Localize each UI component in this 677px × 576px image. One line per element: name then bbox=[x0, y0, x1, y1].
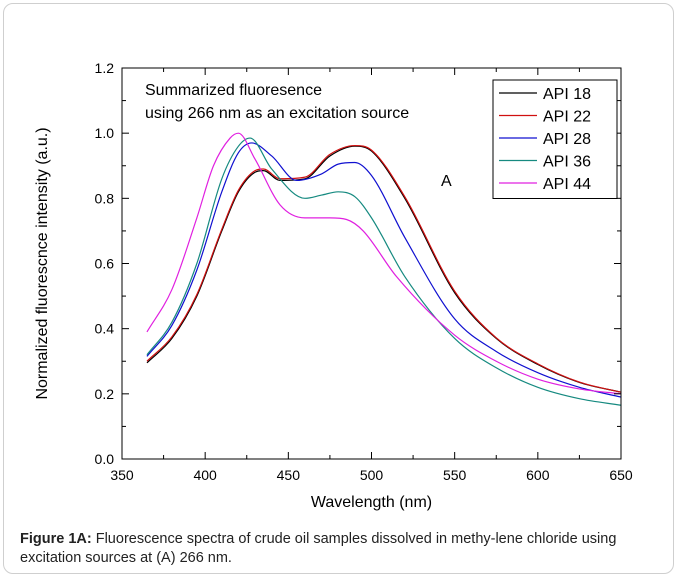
x-tick-label: 500 bbox=[360, 467, 384, 483]
axes-group: 350 400 450 500 550 600 650 0.0 0.2 0.4 0.6 0.8 1.0 1… bbox=[95, 60, 633, 483]
y-tick-label: 0.6 bbox=[95, 256, 115, 272]
x-tick-label: 600 bbox=[526, 467, 550, 483]
legend-label: API 22 bbox=[543, 109, 591, 126]
y-tick-label: 0.2 bbox=[95, 386, 115, 402]
panel-letter: A bbox=[441, 173, 452, 190]
spectra-chart: 350 400 450 500 550 600 650 0.0 0.2 0.4 0.6 0.8 1.0 1… bbox=[34, 60, 633, 511]
series-line-api-22 bbox=[146, 144, 622, 393]
y-tick-label: 0.0 bbox=[95, 451, 115, 467]
x-tick-label: 450 bbox=[277, 467, 301, 483]
legend-box bbox=[492, 79, 618, 199]
y-tick-label: 0.8 bbox=[95, 190, 115, 206]
legend-label: API 44 bbox=[543, 176, 591, 193]
series-line-api-36 bbox=[146, 137, 622, 406]
figure-caption: Figure 1A: Fluorescence spectra of crude… bbox=[20, 530, 660, 568]
series-line-api-28 bbox=[146, 142, 622, 398]
y-tick-label: 0.4 bbox=[95, 321, 115, 337]
y-axis-label: Normalized fluorescnce intensity (a.u.) bbox=[34, 127, 51, 399]
y-tick-label: 1.2 bbox=[95, 60, 115, 76]
x-tick-label: 650 bbox=[609, 467, 633, 483]
x-tick-label: 400 bbox=[193, 467, 217, 483]
caption-text: Fluorescence spectra of crude oil sample… bbox=[20, 531, 617, 566]
summary-annotation-line2: using 266 nm as an excitation source bbox=[145, 105, 409, 122]
legend-label: API 36 bbox=[543, 154, 591, 171]
legend-label: API 28 bbox=[543, 131, 591, 148]
summary-annotation-line1: Summarized fluoresence bbox=[145, 82, 322, 99]
series-group bbox=[146, 132, 622, 406]
series-line-api-44 bbox=[146, 132, 622, 395]
x-axis-label: Wavelength (nm) bbox=[311, 494, 432, 511]
x-tick-label: 550 bbox=[443, 467, 467, 483]
legend-label: API 18 bbox=[543, 86, 591, 103]
x-tick-label: 350 bbox=[110, 467, 134, 483]
y-tick-label: 1.0 bbox=[95, 125, 115, 141]
legend: API 18 API 22 API 28 API 36 API 44 bbox=[492, 79, 618, 199]
caption-label: Figure 1A: bbox=[20, 531, 92, 547]
